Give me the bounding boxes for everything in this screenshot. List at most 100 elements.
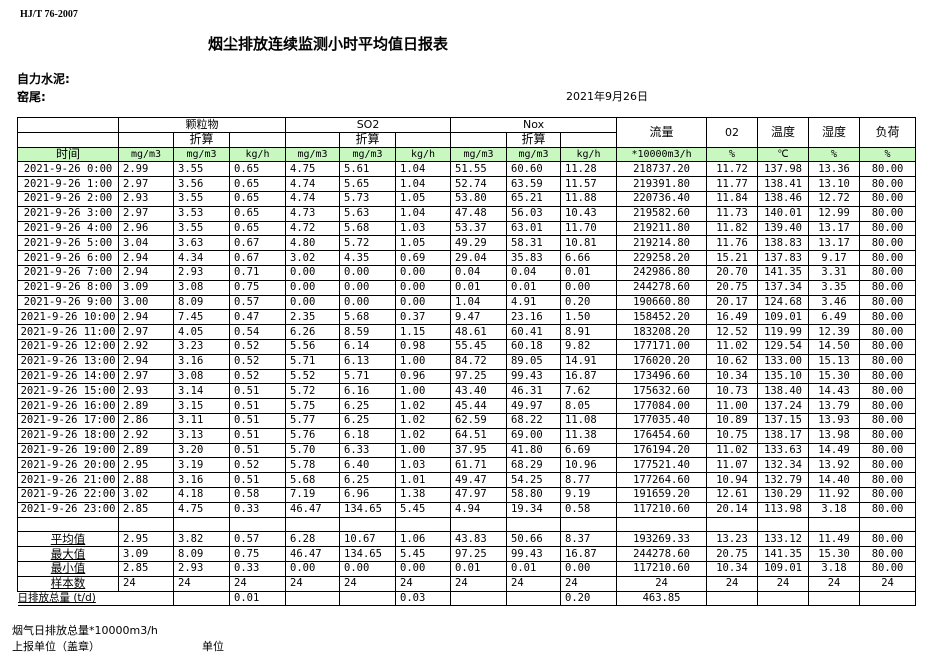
- data-cell: 80.00: [859, 220, 917, 237]
- data-cell: 11.02: [706, 442, 759, 459]
- data-cell: 0.98: [395, 338, 452, 355]
- data-cell: 47.97: [450, 486, 508, 503]
- table-row: 2021-9-26 18:00 2.92 3.13 0.51 5.76 6.18 1.02 6…: [17, 427, 917, 444]
- data-cell: 119.99: [757, 324, 810, 340]
- data-cell: 138.83: [757, 235, 810, 252]
- data-cell: 80.00: [859, 235, 917, 252]
- data-cell: 132.79: [757, 472, 810, 488]
- data-cell: 0.51: [228, 427, 287, 444]
- data-cell: 4.80: [285, 235, 341, 252]
- blank-cell: [859, 516, 917, 533]
- report-table: 颗粒物 SO2 Nox 流量 02 温度 湿度 负荷 折算 折算 折算 时间 mg…: [17, 117, 917, 607]
- table-row: 2021-9-26 4:00 2.96 3.55 0.65 4.72 5.68 1.03 53…: [17, 220, 917, 237]
- data-cell: 176194.20: [616, 442, 708, 459]
- header-row-groups: 颗粒物 SO2 Nox 流量 02 温度 湿度 负荷: [17, 117, 917, 148]
- data-cell: 1.50: [560, 309, 618, 326]
- data-cell: 52.74: [450, 176, 508, 192]
- data-cell: 2.92: [118, 338, 174, 355]
- data-cell: [450, 590, 508, 607]
- data-cell: 4.34: [173, 250, 230, 266]
- data-cell: 7.45: [173, 309, 230, 326]
- row-label: 2021-9-26 9:00: [17, 294, 119, 311]
- data-cell: 20.17: [706, 294, 759, 311]
- unit-cell: %: [859, 146, 917, 163]
- data-cell: 51.55: [450, 161, 508, 178]
- blank-cell: [395, 516, 452, 533]
- data-cell: 64.51: [450, 427, 508, 444]
- data-cell: 1.04: [395, 176, 452, 192]
- data-cell: 0.04: [506, 264, 562, 281]
- data-cell: 68.29: [506, 457, 562, 474]
- data-cell: 6.25: [339, 398, 397, 414]
- data-cell: 6.14: [339, 338, 397, 355]
- data-cell: 2.93: [118, 190, 174, 207]
- unit-cell: kg/h: [395, 146, 452, 163]
- data-cell: 80.00: [859, 250, 917, 266]
- data-cell: 2.97: [118, 176, 174, 192]
- data-cell: 1.04: [450, 294, 508, 311]
- data-cell: 129.54: [757, 338, 810, 355]
- data-cell: 35.83: [506, 250, 562, 266]
- table-row: 2021-9-26 13:00 2.94 3.16 0.52 5.71 6.13 1.00 8…: [17, 353, 917, 370]
- header-load: 负荷: [859, 117, 917, 148]
- data-cell: 80.00: [859, 486, 917, 503]
- data-cell: 80.00: [859, 294, 917, 311]
- data-cell: 80.00: [859, 472, 917, 488]
- data-cell: 53.80: [450, 190, 508, 207]
- table-row: 2021-9-26 12:00 2.92 3.23 0.52 5.56 6.14 0.98 5…: [17, 338, 917, 355]
- data-cell: 10.94: [706, 472, 759, 488]
- data-cell: 11.08: [560, 412, 618, 429]
- data-cell: 11.92: [808, 486, 861, 503]
- unit-cell: mg/m3: [118, 146, 174, 163]
- data-cell: 1.02: [395, 412, 452, 429]
- data-cell: 58.80: [506, 486, 562, 503]
- data-cell: 24: [757, 575, 810, 592]
- data-cell: 2.95: [118, 531, 174, 548]
- data-cell: 137.15: [757, 412, 810, 429]
- data-cell: 1.03: [395, 457, 452, 474]
- data-cell: 177035.40: [616, 412, 708, 429]
- data-cell: 6.18: [339, 427, 397, 444]
- table-row: 2021-9-26 1:00 2.97 3.56 0.65 4.74 5.65 1.04 52…: [17, 176, 917, 192]
- data-cell: 13.79: [808, 398, 861, 414]
- blank-cell: [285, 131, 341, 148]
- data-cell: 45.44: [450, 398, 508, 414]
- data-cell: 24: [560, 575, 618, 592]
- data-cell: 5.75: [285, 398, 341, 414]
- data-cell: 0.01: [228, 590, 287, 607]
- table-row: 2021-9-26 16:00 2.89 3.15 0.51 5.75 6.25 1.02 4…: [17, 398, 917, 414]
- row-label: 2021-9-26 23:00: [17, 501, 119, 518]
- data-cell: 80.00: [859, 353, 917, 370]
- data-cell: 242986.80: [616, 264, 708, 281]
- data-cell: 6.66: [560, 250, 618, 266]
- table-row: 2021-9-26 7:00 2.94 2.93 0.71 0.00 0.00 0.00 0.…: [17, 264, 917, 281]
- data-cell: 97.25: [450, 368, 508, 385]
- blank-cell: [616, 516, 708, 533]
- blank-cell: [228, 131, 287, 148]
- report-title: 烟尘排放连续监测小时平均值日报表: [208, 35, 449, 53]
- data-cell: 137.98: [757, 161, 810, 178]
- data-cell: 80.00: [859, 161, 917, 178]
- data-cell: 177171.00: [616, 338, 708, 355]
- data-cell: 2.86: [118, 412, 174, 429]
- data-cell: 16.49: [706, 309, 759, 326]
- data-cell: 3.19: [173, 457, 230, 474]
- data-cell: 23.16: [506, 309, 562, 326]
- data-cell: 0.00: [285, 279, 341, 296]
- data-cell: 2.89: [118, 442, 174, 459]
- blank-cell: [118, 131, 174, 148]
- data-cell: 0.67: [228, 235, 287, 252]
- data-cell: 2.94: [118, 264, 174, 281]
- row-label: 2021-9-26 21:00: [17, 472, 119, 488]
- data-cell: 15.30: [808, 546, 861, 562]
- unit-cell: mg/m3: [285, 146, 341, 163]
- data-cell: 6.69: [560, 442, 618, 459]
- data-cell: 10.96: [560, 457, 618, 474]
- data-cell: 6.16: [339, 383, 397, 400]
- data-cell: 5.56: [285, 338, 341, 355]
- data-cell: 0.33: [228, 560, 287, 577]
- data-cell: 14.40: [808, 472, 861, 488]
- company-label: 自力水泥:: [17, 72, 70, 86]
- data-cell: 3.46: [808, 294, 861, 311]
- data-cell: 5.71: [339, 368, 397, 385]
